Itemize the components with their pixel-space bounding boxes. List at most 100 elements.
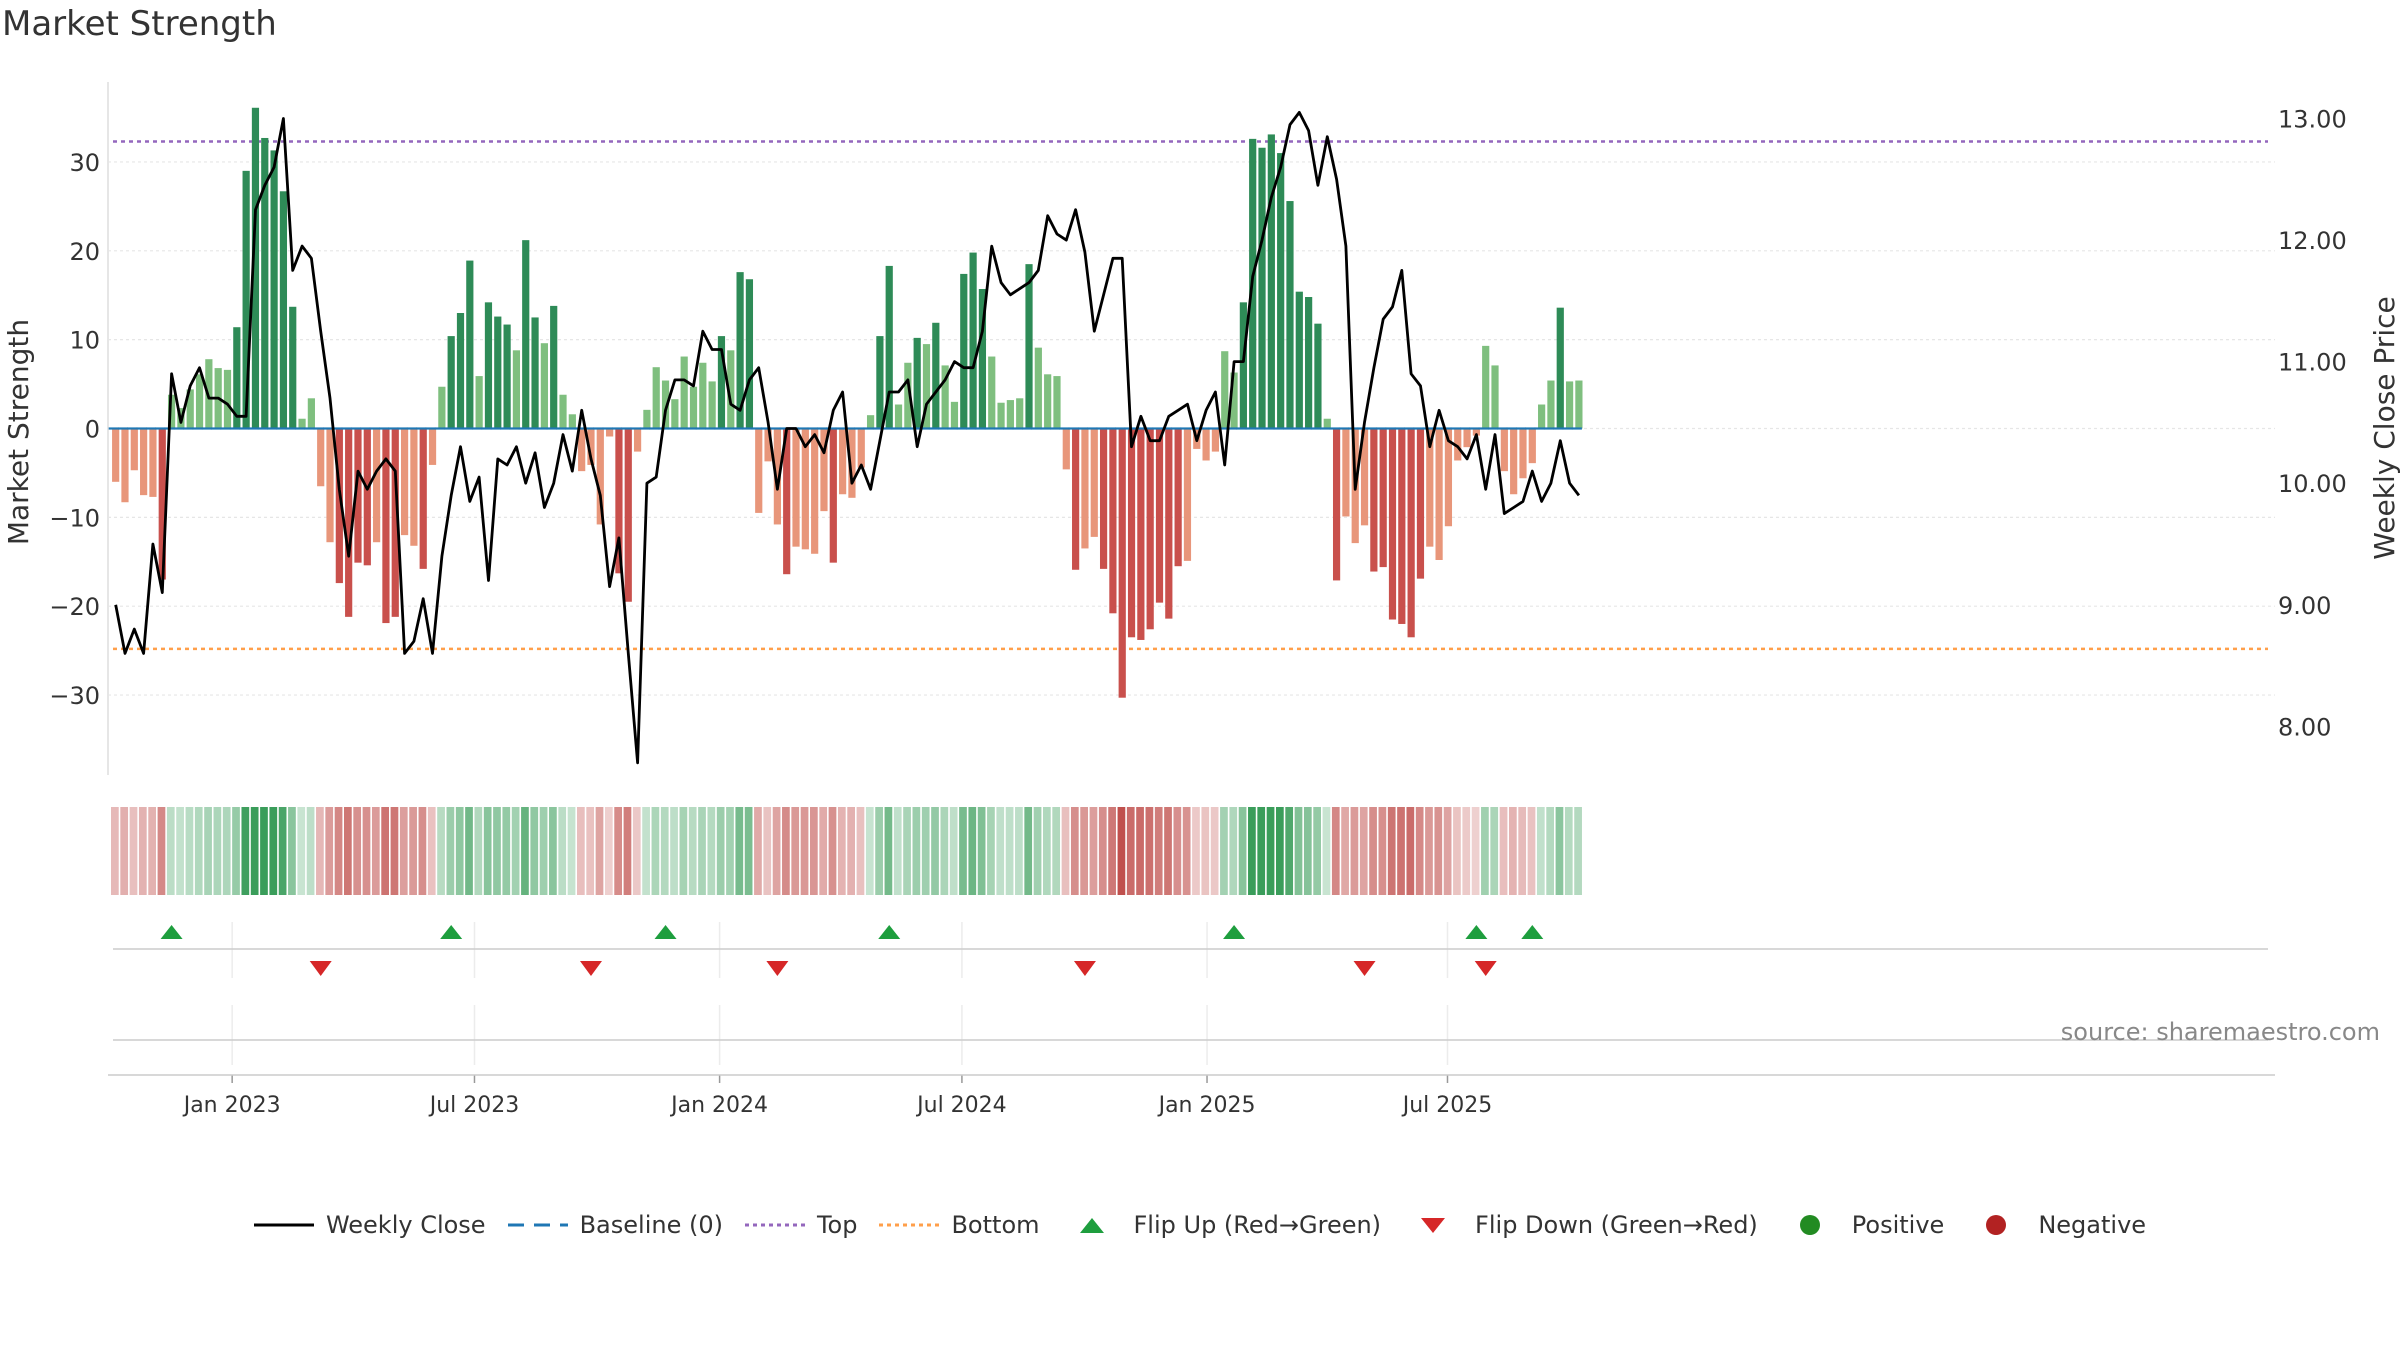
strength-bar bbox=[1295, 291, 1303, 429]
strength-bar bbox=[326, 428, 334, 543]
heat-strip-cell bbox=[138, 807, 147, 895]
heat-strip-cell bbox=[642, 807, 650, 895]
heat-strip-cell bbox=[1005, 807, 1014, 895]
heat-strip-cell bbox=[987, 807, 995, 895]
x-tick-label: Jan 2025 bbox=[1157, 1093, 1256, 1118]
strength-bar bbox=[1202, 428, 1210, 461]
heat-strip-cell bbox=[549, 807, 557, 895]
heat-strip-cell bbox=[455, 807, 464, 895]
strength-bar bbox=[335, 428, 343, 584]
x-tick-label: Jul 2023 bbox=[428, 1093, 520, 1118]
strength-bar bbox=[1407, 428, 1415, 638]
strength-bar bbox=[1137, 428, 1145, 640]
legend-label: Top bbox=[816, 1211, 858, 1239]
y-tick-label: −30 bbox=[49, 682, 100, 710]
legend-swatch-negative bbox=[1986, 1215, 2007, 1235]
heat-strip-cell bbox=[1499, 807, 1508, 895]
heat-strip-cell bbox=[782, 807, 790, 895]
strength-bar bbox=[1081, 428, 1089, 549]
strength-bar bbox=[1556, 307, 1564, 429]
heat-strip-cell bbox=[1201, 807, 1210, 895]
strength-bar bbox=[1463, 428, 1471, 448]
heat-strip-cell bbox=[828, 807, 837, 895]
heat-strip-cell bbox=[1117, 807, 1126, 895]
heat-strip-cell bbox=[1182, 807, 1191, 895]
strength-bar bbox=[1360, 428, 1369, 526]
strength-bar bbox=[680, 356, 688, 429]
strength-bar bbox=[1053, 376, 1061, 429]
heat-strip-cell bbox=[1098, 807, 1107, 895]
heat-strip-cell bbox=[483, 807, 492, 895]
heat-strip-cell bbox=[269, 807, 278, 895]
heat-strip-cell bbox=[1294, 807, 1303, 895]
strength-bar bbox=[456, 313, 465, 429]
y-tick-label: 20 bbox=[69, 238, 100, 266]
heat-strip-cell bbox=[698, 807, 706, 895]
strength-bar bbox=[298, 418, 306, 429]
heat-strip-cell bbox=[371, 807, 380, 895]
heat-strip-cell bbox=[903, 807, 911, 895]
legend-dot bbox=[1799, 1215, 1820, 1235]
strength-bar bbox=[652, 367, 660, 429]
strength-bar bbox=[1221, 351, 1229, 429]
legend-item-positive: Positive bbox=[1780, 1211, 1944, 1239]
strength-bar bbox=[540, 343, 548, 429]
gridlines bbox=[108, 161, 2275, 1065]
heat-strip-cell bbox=[278, 807, 287, 895]
strength-bar bbox=[699, 362, 707, 429]
heat-strip-cell bbox=[875, 807, 883, 895]
strength-bar bbox=[1491, 365, 1499, 429]
strength-bar bbox=[1267, 134, 1275, 429]
strength-bar bbox=[932, 322, 940, 429]
heat-strip-cell bbox=[232, 807, 240, 895]
strength-bar bbox=[373, 428, 381, 543]
strength-bar bbox=[531, 317, 539, 429]
heat-strip-cell bbox=[893, 807, 902, 895]
heat-strip-cell bbox=[1164, 807, 1172, 895]
heat-strip-cell bbox=[260, 807, 268, 895]
legend-label: Baseline (0) bbox=[579, 1211, 723, 1239]
strength-bar bbox=[1454, 428, 1462, 461]
strength-bar bbox=[689, 386, 698, 429]
legend: Weekly Close Baseline (0) Top Bottom Flip Up… bbox=[0, 1200, 2400, 1250]
strength-bar bbox=[1332, 428, 1341, 581]
y-axis-label: Market Strength bbox=[2, 319, 35, 545]
heat-strip-cell bbox=[1527, 807, 1536, 895]
heat-strip-cell bbox=[1192, 807, 1200, 895]
strength-bar bbox=[1006, 400, 1014, 429]
strength-bar bbox=[801, 428, 809, 550]
heat-strip-cell bbox=[204, 807, 212, 895]
strength-bar bbox=[1211, 428, 1220, 452]
heat-strip-cell bbox=[1481, 807, 1489, 895]
legend-label: Negative bbox=[2038, 1211, 2147, 1239]
flip-up-marker bbox=[1465, 925, 1488, 939]
heat-strip-cell bbox=[949, 807, 958, 895]
heat-strip-cell bbox=[148, 807, 156, 895]
strength-bar bbox=[783, 428, 791, 575]
legend-triangle-up bbox=[1079, 1218, 1104, 1233]
heat-strip-cell bbox=[791, 807, 800, 895]
strength-bar bbox=[606, 428, 614, 437]
flip-marker-panel bbox=[113, 925, 2268, 1041]
strength-bar bbox=[149, 428, 157, 497]
strength-bar bbox=[1370, 428, 1378, 572]
heat-strip-cell bbox=[931, 807, 939, 895]
heat-strip-cell bbox=[707, 807, 716, 895]
axes: −30 −20 −10 0 10 20 30 8.00 9.00 10.00 11.00 12.00 1… bbox=[49, 105, 2346, 1118]
heat-strip-cell bbox=[353, 807, 362, 895]
strength-bar bbox=[1277, 153, 1285, 429]
heat-strip-cell bbox=[810, 807, 818, 895]
heat-strip-cell bbox=[1397, 807, 1405, 895]
heat-strip-cell bbox=[1052, 807, 1061, 895]
strength-bar bbox=[811, 428, 819, 554]
strength-bar bbox=[633, 428, 642, 452]
heat-strip-cell bbox=[474, 807, 483, 895]
strength-bar bbox=[1239, 302, 1247, 429]
heat-strip-cell bbox=[362, 807, 371, 895]
heat-strip-cell bbox=[1043, 807, 1051, 895]
heat-strip-cell bbox=[539, 807, 548, 895]
strength-bar bbox=[615, 428, 623, 574]
heat-strip-cell bbox=[1108, 807, 1116, 895]
heat-strip-cell bbox=[1070, 807, 1079, 895]
heat-strip-cell bbox=[716, 807, 725, 895]
